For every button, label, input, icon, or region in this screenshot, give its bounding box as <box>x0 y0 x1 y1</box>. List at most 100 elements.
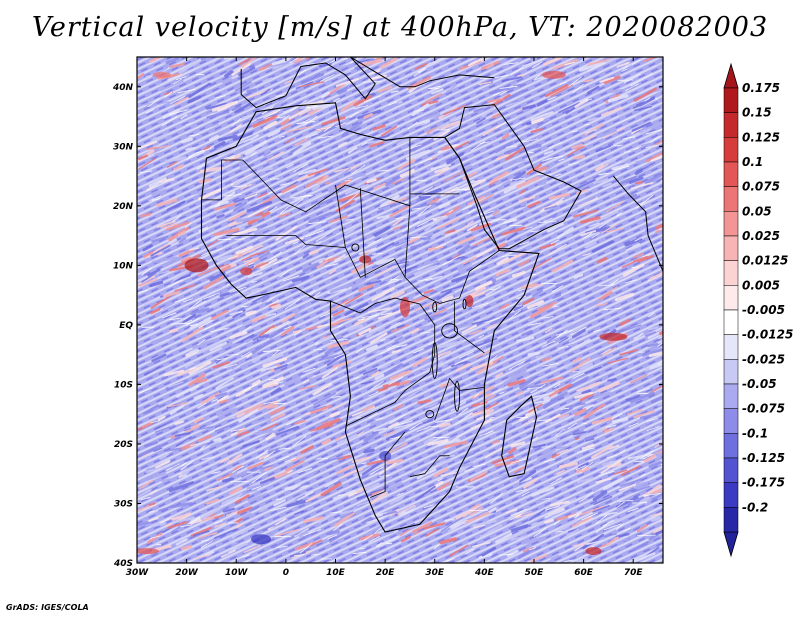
lon-tick-label: 50E <box>525 568 545 578</box>
lon-tick-label: 20E <box>376 568 396 578</box>
colorbar-swatch <box>723 161 739 187</box>
lake-outline-6 <box>432 301 438 313</box>
colorbar-swatch <box>723 260 739 286</box>
country-border-3 <box>330 297 436 427</box>
field-streaks <box>137 57 663 563</box>
colorbar-label: 0.05 <box>742 204 772 218</box>
field-feature-9 <box>251 534 272 545</box>
lake-outline-4 <box>462 298 467 310</box>
colorbar-swatch <box>723 87 739 113</box>
lon-tick-label: 10W <box>225 568 249 578</box>
colorbar-label: 0.025 <box>742 229 780 243</box>
field-feature-3 <box>399 297 410 318</box>
country-border-9 <box>434 377 485 421</box>
lon-tick-label: 20W <box>175 568 199 578</box>
madagascar-coastline <box>501 395 538 478</box>
field-feature-7 <box>541 70 566 79</box>
colorbar-swatch <box>723 235 739 261</box>
coastlines-and-borders <box>200 57 663 533</box>
lat-tick-label: EQ <box>119 321 133 331</box>
colorbar-swatch <box>723 285 739 311</box>
lake-outline-1 <box>431 342 438 379</box>
country-border-5 <box>335 184 346 248</box>
field-feature-11 <box>585 547 602 556</box>
colorbar-swatch <box>723 137 739 163</box>
colorbar-swatch <box>723 186 739 212</box>
arabia-coastline <box>444 104 582 250</box>
lake-outline-2 <box>454 380 461 412</box>
field-feature-6 <box>152 71 171 78</box>
field-feature-5 <box>599 332 628 341</box>
lon-tick-label: 70E <box>624 568 644 578</box>
country-border-8 <box>370 431 406 498</box>
field-feature-2 <box>359 255 372 264</box>
colorbar-bottom-arrow <box>723 531 739 558</box>
lake-outline-5 <box>351 243 360 252</box>
lon-tick-label: 60E <box>574 568 594 578</box>
colorbar-label: -0.125 <box>742 451 785 465</box>
colorbar-swatch <box>723 211 739 237</box>
field-feature-0 <box>184 258 209 273</box>
country-border-1 <box>201 159 243 201</box>
colorbar-label: -0.05 <box>742 377 777 391</box>
vertical-velocity-field <box>137 57 663 563</box>
lat-tick-label: 40N <box>112 83 134 93</box>
country-border-4 <box>404 205 411 278</box>
lat-tick-label: 10S <box>114 380 133 390</box>
field-contour-highlights <box>138 57 663 563</box>
europe-coastline <box>240 57 495 109</box>
country-border-2 <box>226 235 500 304</box>
map-title: Vertical velocity [m/s] at 400hPa, VT: 2… <box>31 12 769 43</box>
colorbar-label: -0.175 <box>742 476 785 490</box>
lon-tick-label: 10E <box>326 568 346 578</box>
grads-credit: GrADS: IGES/COLA <box>6 603 89 612</box>
colorbar-swatch <box>723 408 739 434</box>
colorbar-swatch <box>723 433 739 459</box>
lat-tick-label: 30N <box>113 142 134 152</box>
lat-tick-label: 40S <box>113 559 133 569</box>
lat-tick-label: 10N <box>113 261 134 271</box>
colorbar-swatch <box>723 507 739 533</box>
country-border-11 <box>454 301 485 354</box>
colorbar-label: -0.1 <box>742 426 768 440</box>
country-border-10 <box>409 455 450 478</box>
lat-tick-label: 20N <box>113 202 134 212</box>
africa-coastline <box>200 102 540 533</box>
longitude-axis: 30W 20W 10W 0 10E 20E 30E 40E 50E 60E 70E <box>126 57 644 578</box>
field-feature-8 <box>137 548 159 555</box>
colorbar-label: -0.0125 <box>742 328 793 342</box>
colorbar-label: -0.025 <box>742 352 785 366</box>
lat-tick-label: 30S <box>114 499 133 509</box>
colorbar-label: 0.125 <box>742 130 780 144</box>
india-coastline <box>613 175 663 272</box>
colorbar-label: 0.1 <box>742 155 763 169</box>
colorbar-swatch <box>723 359 739 385</box>
field-feature-1 <box>240 267 253 276</box>
colorbar-label: 0.0125 <box>742 254 788 268</box>
colorbar-label: -0.2 <box>742 500 768 514</box>
colorbar-label: -0.005 <box>742 303 785 317</box>
lon-tick-label: 30E <box>425 568 445 578</box>
colorbar-swatch <box>723 457 739 483</box>
colorbar-label: 0.075 <box>742 180 780 194</box>
colorbar-top-arrow <box>723 62 739 89</box>
colorbar-swatch <box>723 112 739 138</box>
colorbar-swatch <box>723 482 739 508</box>
colorbar-label: 0.175 <box>742 81 780 95</box>
colorbar-label: 0.15 <box>742 106 772 120</box>
lake-outline-0 <box>441 323 458 339</box>
colorbar-label: 0.005 <box>742 278 780 292</box>
lon-tick-label: 30W <box>126 568 150 578</box>
lat-tick-label: 20S <box>114 440 133 450</box>
colorbar-swatch <box>723 309 739 335</box>
colorbar-label: -0.075 <box>742 402 785 416</box>
colorbar: 0.175 0.15 0.125 0.1 0.075 0.05 0.025 0.0125 0.0… <box>723 62 793 558</box>
colorbar-swatch <box>723 334 739 360</box>
country-border-6 <box>359 187 366 278</box>
lon-tick-label: 40E <box>474 568 495 578</box>
latitude-axis: 40N 30N 20N 10N EQ 10S 20S 30S 40S <box>112 83 663 569</box>
lon-tick-label: 0 <box>283 568 289 578</box>
lake-outline-3 <box>425 410 435 419</box>
field-feature-4 <box>465 295 474 308</box>
